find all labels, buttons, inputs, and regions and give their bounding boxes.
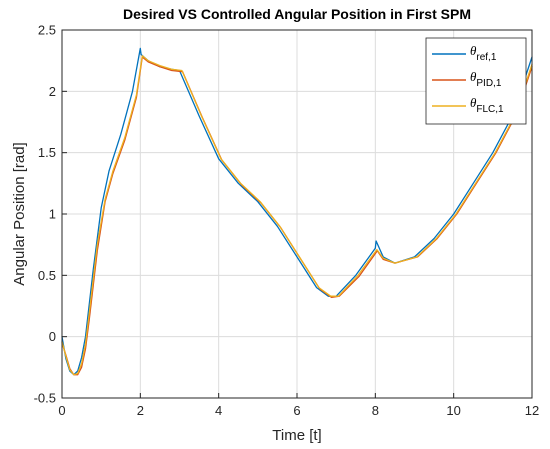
y-tick-label: 2 [49,84,56,99]
legend-entry: θFLC,1 [470,95,504,115]
x-tick-label: 10 [446,403,460,418]
axis-ticks: 0 2 4 6 8 10 12-0.500.511.522.5 [34,23,540,419]
y-tick-label: -0.5 [34,391,56,406]
legend: θref,1 θPID,1 θFLC,1 [425,37,527,125]
y-tick-label: 1 [49,207,56,222]
y-tick-label: 0.5 [38,268,56,283]
y-tick-label: 2.5 [38,23,56,38]
y-tick-label: 1.5 [38,145,56,160]
series-line-flc-1 [61,55,533,376]
x-tick-label: 4 [215,403,222,418]
legend-entry: θPID,1 [470,69,502,89]
y-axis-label: Angular Position [rad] [11,142,28,285]
x-tick-label: 12 [525,403,539,418]
x-tick-label: 8 [372,403,379,418]
legend-entry: θref,1 [470,43,497,63]
x-tick-label: 2 [137,403,144,418]
chart-title: Desired VS Controlled Angular Position i… [123,6,471,22]
y-tick-label: 0 [49,329,56,344]
x-tick-label: 0 [58,403,65,418]
x-tick-label: 6 [293,403,300,418]
series-lines [61,47,533,376]
x-axis-label: Time [t] [272,427,321,444]
legend-box [425,37,527,125]
